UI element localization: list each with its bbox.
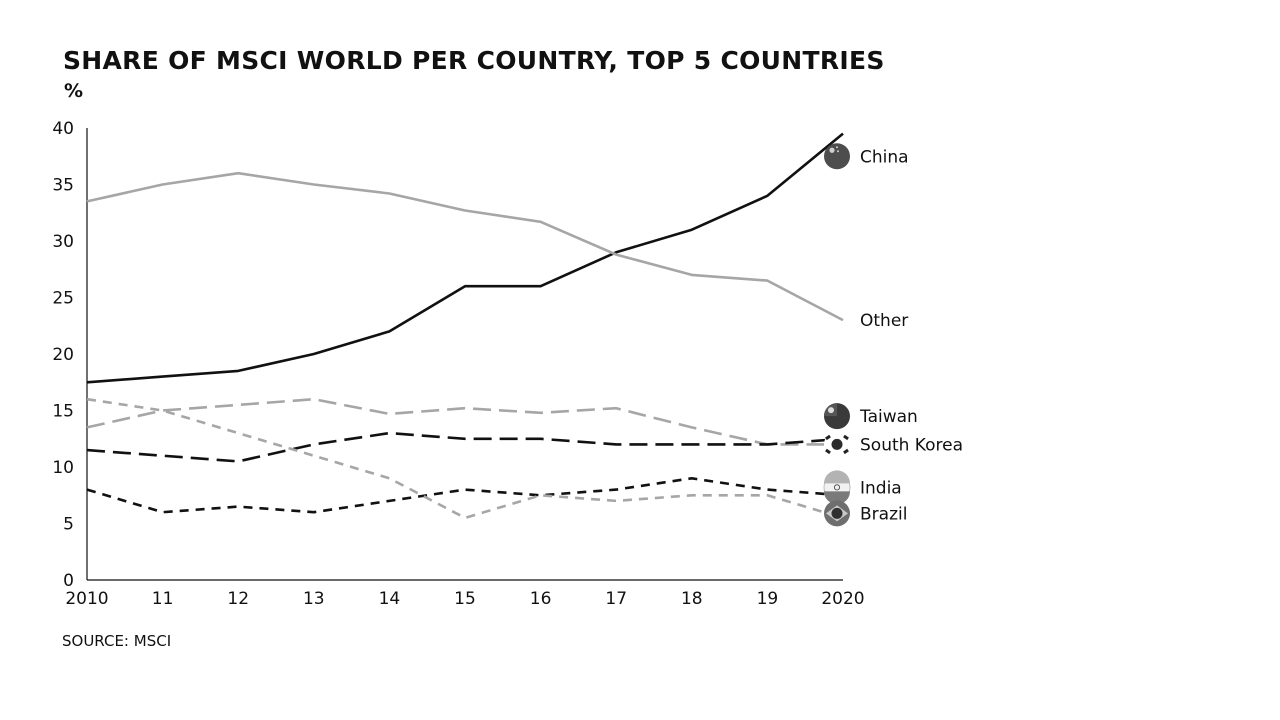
y-tick-label: 20 <box>52 345 74 365</box>
y-axis-unit-label: % <box>64 80 84 102</box>
x-tick-label: 16 <box>530 589 552 609</box>
y-tick-label: 25 <box>52 289 74 309</box>
series-line-south-korea <box>86 431 844 463</box>
china-flag-icon <box>824 143 850 170</box>
y-tick-label: 0 <box>63 571 74 591</box>
x-tick-label: 2010 <box>65 589 108 609</box>
series-end-labels: China Other Taiwan South Korea India Brazil <box>823 143 963 527</box>
x-tick-label: 15 <box>454 589 476 609</box>
y-tick-label: 5 <box>63 515 74 535</box>
y-tick-label: 30 <box>52 232 74 252</box>
series-lines <box>86 132 844 520</box>
x-tick-label: 13 <box>303 589 325 609</box>
x-tick-label: 18 <box>681 589 703 609</box>
india-flag-icon <box>823 470 851 505</box>
series-line-brazil <box>86 397 844 520</box>
series-label-south-korea: South Korea <box>860 435 963 455</box>
series-label-taiwan: Taiwan <box>859 407 918 427</box>
x-tick-label: 19 <box>757 589 779 609</box>
series-line-taiwan <box>86 397 843 446</box>
y-tick-label: 35 <box>52 176 74 196</box>
y-tick-label: 10 <box>52 458 74 478</box>
series-label-brazil: Brazil <box>860 504 907 524</box>
y-tick-label: 40 <box>52 119 74 139</box>
series-label-other: Other <box>860 311 908 331</box>
series-line-india <box>86 476 844 514</box>
y-tick-label: 15 <box>52 402 74 422</box>
axes <box>86 128 843 581</box>
series-line-other <box>86 171 844 322</box>
x-tick-label: 2020 <box>821 589 864 609</box>
x-tick-label: 12 <box>227 589 249 609</box>
series-line-china <box>86 132 844 384</box>
south-korea-flag-icon <box>824 431 850 458</box>
tick-labels: 0 5 10 15 20 25 30 35 40 2010 11 12 13 14 15 16 17 18 19 20… <box>52 119 864 609</box>
brazil-flag-icon <box>824 500 850 527</box>
x-tick-label: 17 <box>605 589 627 609</box>
chart-title: SHARE OF MSCI WORLD PER COUNTRY, TOP 5 C… <box>63 46 885 75</box>
x-tick-label: 14 <box>379 589 401 609</box>
source-note: SOURCE: MSCI <box>62 632 172 650</box>
series-label-india: India <box>860 478 902 498</box>
taiwan-flag-icon <box>824 403 850 430</box>
x-tick-label: 11 <box>152 589 174 609</box>
series-label-china: China <box>860 147 909 167</box>
